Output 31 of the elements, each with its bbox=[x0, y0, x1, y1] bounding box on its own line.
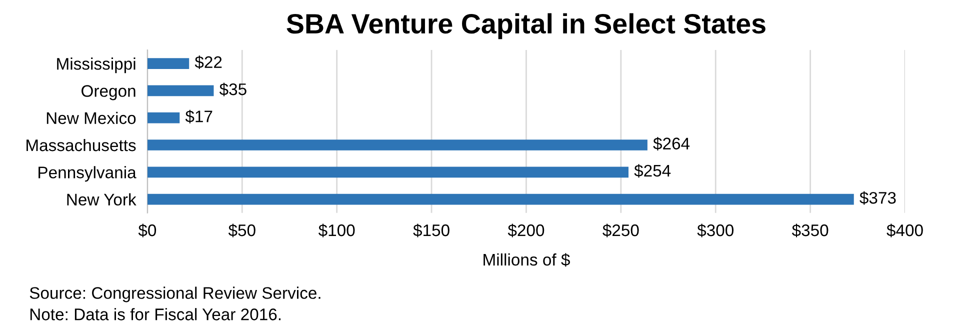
data-label: $264 bbox=[653, 136, 690, 150]
x-tick-label: $350 bbox=[792, 224, 828, 238]
data-label: $35 bbox=[219, 82, 246, 96]
bar bbox=[147, 140, 648, 150]
x-tick-label: $400 bbox=[886, 224, 923, 238]
y-tick-label: Pennsylvania bbox=[38, 166, 136, 182]
bar bbox=[147, 194, 854, 205]
x-tick-label: $50 bbox=[228, 224, 256, 238]
y-tick-label: Mississippi bbox=[57, 58, 136, 74]
y-tick-label: Oregon bbox=[82, 85, 136, 100]
y-tick-label: New Mexico bbox=[46, 112, 136, 124]
source-note: Source: Congressional Review Service. bbox=[30, 286, 320, 302]
text: Note: Data is for Fiscal Year 2016. bbox=[30, 308, 281, 320]
data-label: $254 bbox=[634, 164, 671, 178]
x-tick-label: $100 bbox=[318, 224, 355, 238]
x-tick-label: $0 bbox=[138, 224, 156, 238]
data-label: $373 bbox=[860, 191, 896, 205]
bar bbox=[147, 112, 180, 124]
chart-title: SBA Venture Capital in Select States bbox=[286, 13, 766, 40]
x-tick-label: $300 bbox=[697, 224, 734, 238]
data-label: $22 bbox=[194, 56, 222, 70]
y-tick-label: New York bbox=[67, 193, 136, 206]
x-axis-title: Millions of $ bbox=[484, 253, 570, 267]
bar bbox=[147, 85, 214, 96]
bar bbox=[147, 166, 628, 178]
bar bbox=[147, 58, 190, 70]
y-tick-label: Massachusetts bbox=[26, 138, 136, 152]
x-tick-label: $250 bbox=[602, 224, 639, 238]
x-tick-label: $200 bbox=[508, 224, 544, 238]
x-tick-label: $150 bbox=[413, 224, 450, 238]
data-label: $17 bbox=[185, 110, 212, 124]
